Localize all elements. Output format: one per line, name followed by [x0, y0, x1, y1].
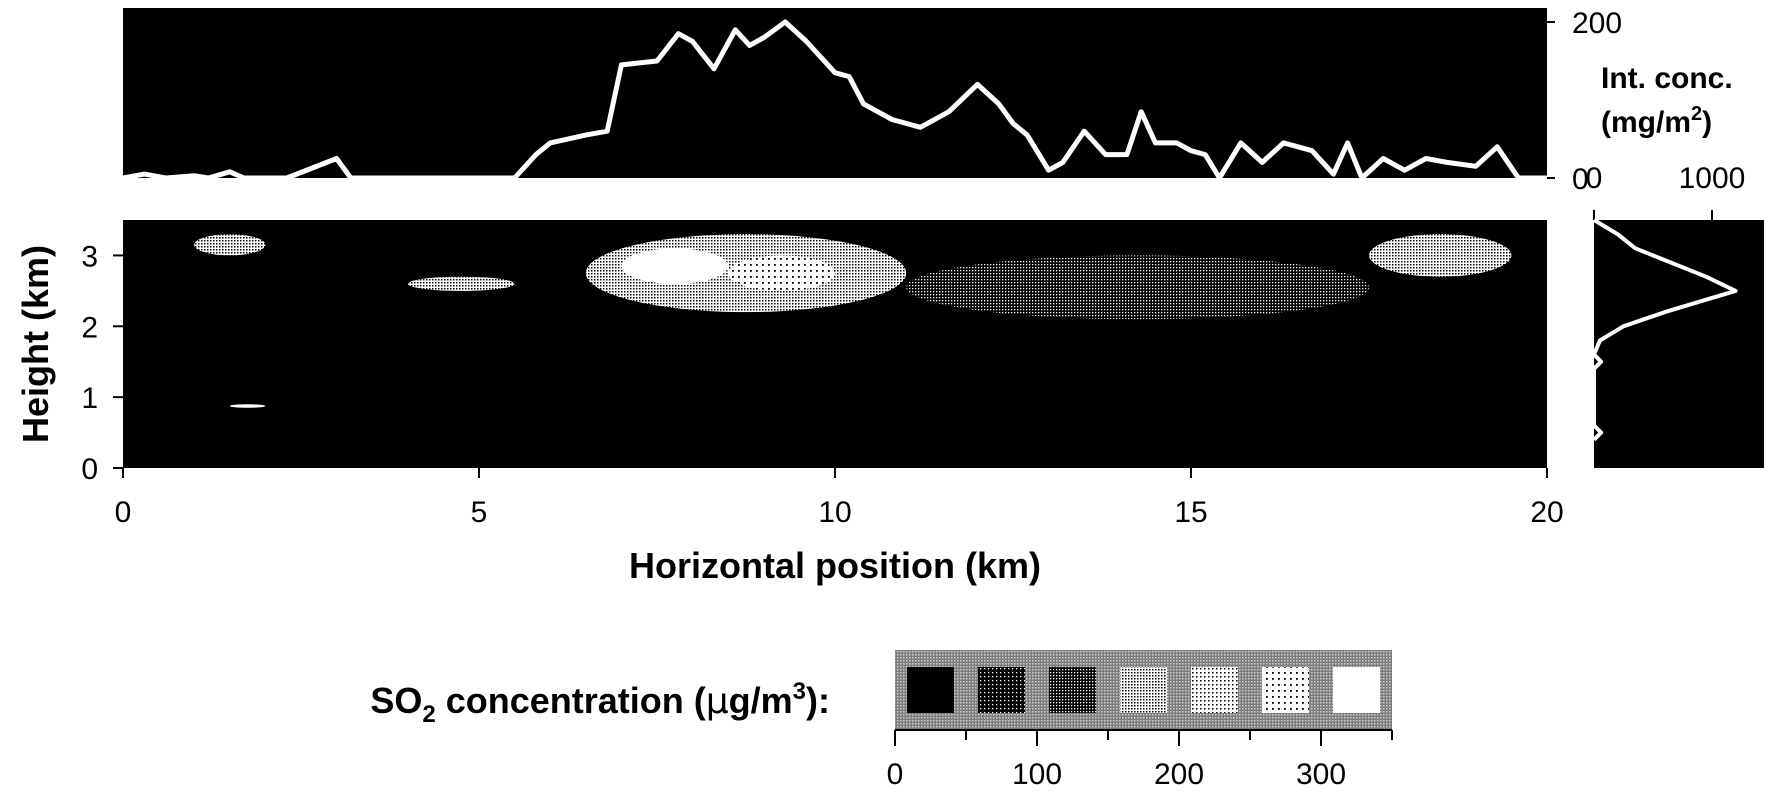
legend: SO2 concentration (μg/m3): 0 100 200 300 — [370, 650, 1393, 791]
legend-tick-label-0: 0 — [887, 758, 904, 791]
top-tick-label-0: 0 — [1572, 163, 1589, 196]
y-tick-label-3: 3 — [81, 240, 98, 273]
main-panel: 0 5 10 15 20 0 1 2 3 Height (km) Horizontal posi… — [15, 220, 1564, 586]
vertical-profile-series — [1592, 218, 1738, 442]
top-tick-label-200: 200 — [1572, 7, 1622, 40]
x-tick-label-5: 5 — [471, 496, 488, 529]
top-profile-panel: 200 0 — [122, 7, 1622, 196]
integrated-concentration-title: Int. conc. (mg/m2) — [1601, 62, 1733, 139]
right-profile-panel: 0 1000 — [1586, 162, 1764, 468]
x-tick-label-20: 20 — [1530, 496, 1563, 529]
y-axis-title: Height (km) — [15, 245, 56, 443]
legend-tick-label-100: 100 — [1012, 758, 1062, 791]
legend-swatch-0 — [907, 667, 954, 713]
x-tick-label-15: 15 — [1174, 496, 1207, 529]
legend-swatch-3 — [1120, 667, 1167, 713]
top-profile-background — [123, 8, 1547, 178]
right-profile-background — [1594, 220, 1764, 468]
legend-tick-label-300: 300 — [1296, 758, 1346, 791]
right-top-tick-label-0: 0 — [1586, 162, 1603, 195]
int-conc-title-line1: Int. conc. — [1601, 62, 1733, 95]
legend-swatch-5 — [1262, 667, 1309, 713]
legend-tick-label-200: 200 — [1154, 758, 1204, 791]
legend-swatch-4 — [1191, 667, 1238, 713]
x-axis-title: Horizontal position (km) — [629, 545, 1041, 586]
so2-plume-region-1 — [621, 248, 729, 284]
so2-plume-region-7 — [229, 404, 266, 408]
so2-plume-region-2 — [728, 255, 835, 291]
legend-swatch-2 — [1049, 667, 1096, 713]
integrated-concentration-series — [122, 19, 1547, 181]
so2-plume-region-5 — [407, 276, 515, 291]
int-conc-title-line2: (mg/m2) — [1601, 103, 1712, 139]
right-top-tick-label-1000: 1000 — [1679, 162, 1746, 195]
x-tick-label-0: 0 — [115, 496, 132, 529]
y-tick-label-1: 1 — [81, 382, 98, 415]
legend-title: SO2 concentration (μg/m3): — [370, 678, 830, 728]
top-profile-right-axis: 200 0 — [1547, 7, 1622, 196]
so2-plume-region-6 — [1369, 234, 1512, 277]
y-tick-label-2: 2 — [81, 311, 98, 344]
legend-swatch-1 — [978, 667, 1025, 713]
y-tick-label-0: 0 — [81, 453, 98, 486]
so2-plume-region-4 — [194, 234, 266, 256]
x-tick-label-10: 10 — [818, 496, 851, 529]
so2-plume-region-3 — [906, 255, 1369, 320]
legend-swatch-6 — [1333, 667, 1380, 713]
